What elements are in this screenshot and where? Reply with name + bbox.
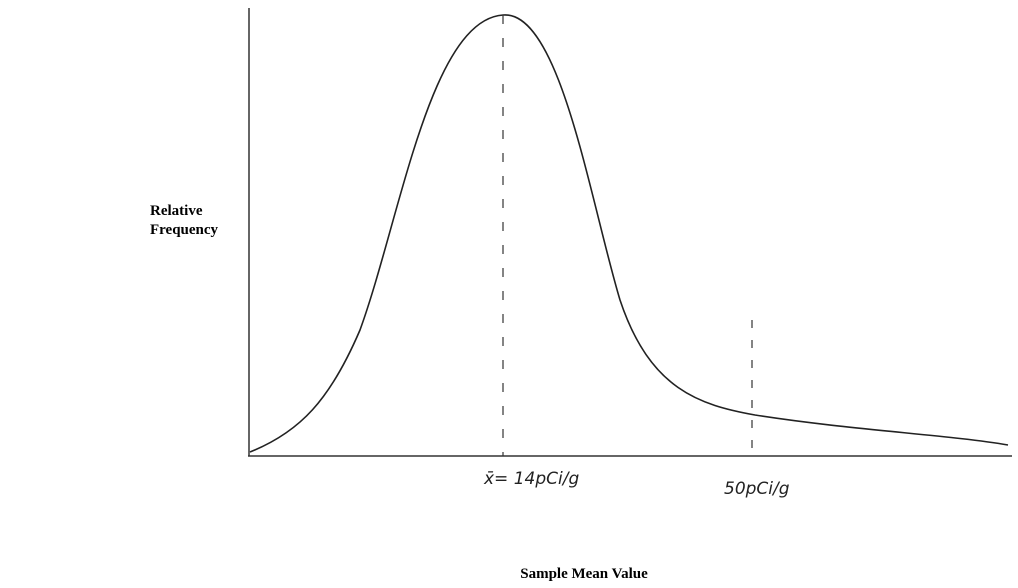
mean-annotation: x̄= 14pCi/g xyxy=(483,469,579,489)
y-axis-label: Frequency xyxy=(150,222,219,238)
threshold-annotation: 50pCi/g xyxy=(724,479,790,499)
distribution-curve xyxy=(249,14,1009,453)
x-axis-label: Sample Mean Value xyxy=(520,566,648,582)
y-axis-label: Relative xyxy=(150,203,203,219)
